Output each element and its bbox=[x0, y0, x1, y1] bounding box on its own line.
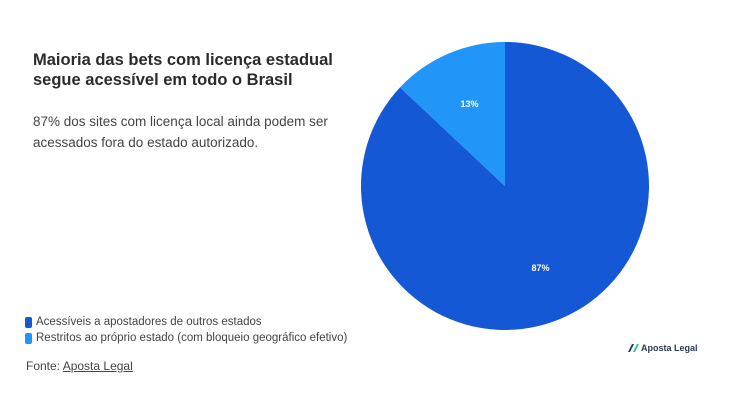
legend-item: Restritos ao próprio estado (com bloquei… bbox=[25, 330, 347, 346]
brand-logo: Aposta Legal bbox=[627, 343, 698, 353]
legend-item: Acessíveis a apostadores de outros estad… bbox=[25, 314, 347, 330]
slice-data-label: 87% bbox=[531, 263, 549, 273]
legend-swatch bbox=[25, 316, 32, 328]
chart-title: Maioria das bets com licença estadual se… bbox=[33, 51, 333, 89]
chart-subtitle: 87% dos sites com licença local ainda po… bbox=[33, 114, 328, 150]
brand-logo-icon bbox=[628, 344, 639, 352]
source-label: Fonte: bbox=[26, 359, 61, 373]
source: Fonte: Aposta Legal bbox=[26, 359, 133, 373]
legend-swatch bbox=[25, 332, 32, 344]
legend-label: Acessíveis a apostadores de outros estad… bbox=[36, 316, 262, 328]
legend-label: Restritos ao próprio estado (com bloquei… bbox=[36, 332, 348, 344]
slice-data-label: 13% bbox=[461, 99, 479, 109]
brand-name: Aposta Legal bbox=[641, 343, 698, 353]
pie-slice bbox=[400, 42, 505, 186]
legend: Acessíveis a apostadores de outros estad… bbox=[25, 314, 347, 346]
source-link[interactable]: Aposta Legal bbox=[62, 359, 133, 373]
